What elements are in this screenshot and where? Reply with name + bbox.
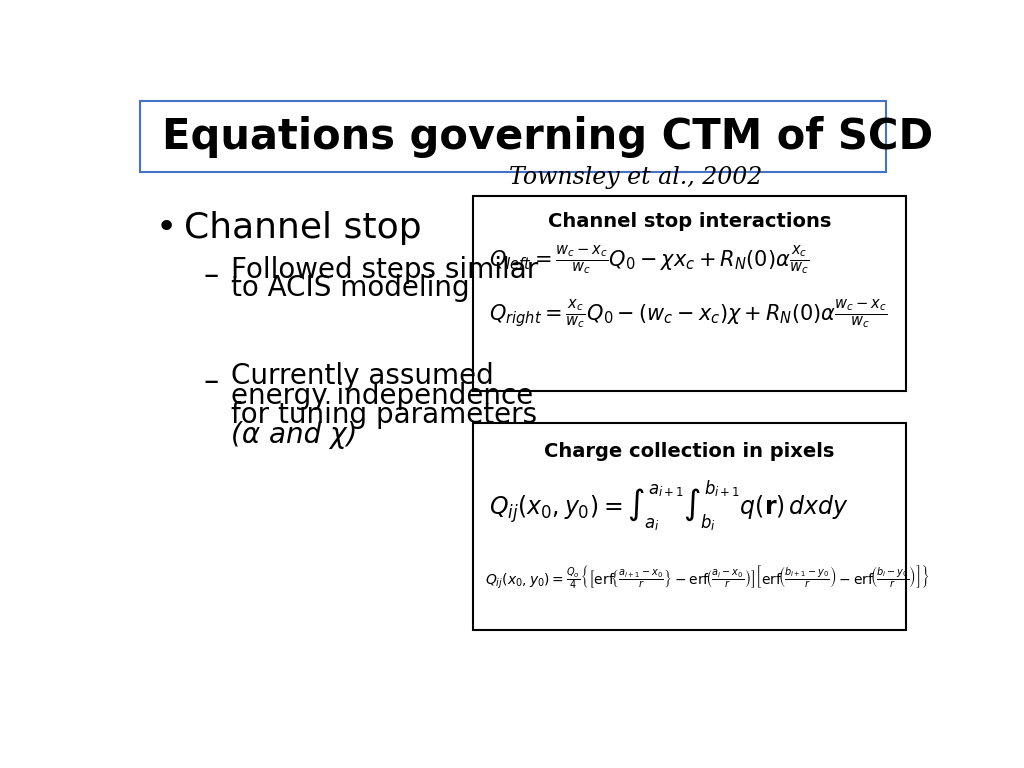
Text: Followed steps similar: Followed steps similar (231, 256, 539, 283)
Text: Channel stop interactions: Channel stop interactions (548, 211, 831, 230)
Text: $Q_{ij}(x_0, y_0) = \frac{Q_o}{4} \left\{ \left[ \mathrm{erf}\!\left\{\frac{a_{i: $Q_{ij}(x_0, y_0) = \frac{Q_o}{4} \left\… (485, 563, 930, 591)
FancyBboxPatch shape (473, 196, 905, 391)
Text: Currently assumed: Currently assumed (231, 362, 494, 390)
FancyBboxPatch shape (473, 423, 905, 631)
Text: –: – (204, 261, 219, 290)
Text: Equations governing CTM of SCD: Equations governing CTM of SCD (162, 115, 933, 157)
Text: energy independence: energy independence (231, 382, 534, 409)
Text: –: – (204, 367, 219, 396)
Text: $Q_{right} = \frac{x_c}{w_c}Q_0 - (w_c - x_c)\chi + R_N(0)\alpha\frac{w_c - x_c}: $Q_{right} = \frac{x_c}{w_c}Q_0 - (w_c -… (489, 297, 887, 331)
Text: Charge collection in pixels: Charge collection in pixels (545, 442, 835, 461)
Text: $Q_{left} = \frac{w_c - x_c}{w_c}Q_0 - \chi x_c + R_N(0)\alpha\frac{x_c}{w_c}$: $Q_{left} = \frac{w_c - x_c}{w_c}Q_0 - \… (489, 244, 809, 277)
Text: (α and χ): (α and χ) (231, 421, 357, 449)
FancyBboxPatch shape (140, 101, 886, 172)
Text: to ACIS modeling: to ACIS modeling (231, 274, 470, 303)
Text: for tuning parameters: for tuning parameters (231, 401, 538, 429)
Text: Channel stop: Channel stop (183, 211, 421, 245)
Text: Townsley et al., 2002: Townsley et al., 2002 (509, 167, 763, 190)
Text: •: • (156, 211, 177, 245)
Text: $Q_{ij}(x_0, y_0) = \int_{a_i}^{a_{i+1}} \int_{b_i}^{b_{i+1}} q(\mathbf{r})\, dx: $Q_{ij}(x_0, y_0) = \int_{a_i}^{a_{i+1}}… (489, 478, 849, 534)
